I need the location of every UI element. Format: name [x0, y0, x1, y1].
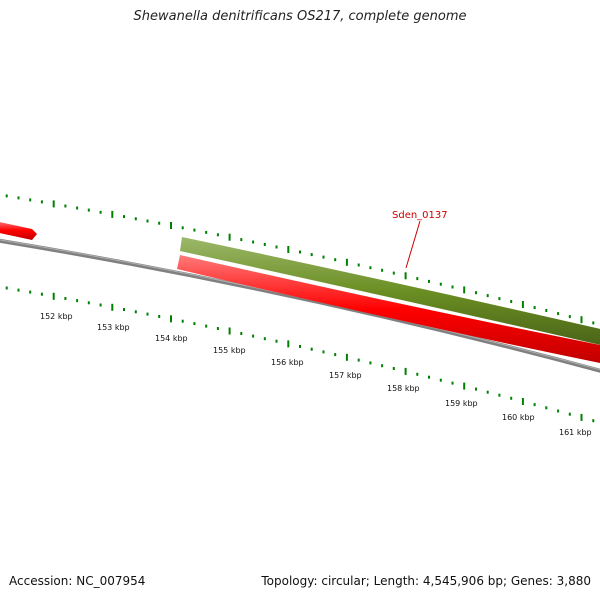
genome-backbone — [0, 238, 600, 373]
kbp-label: 154 kbp — [155, 334, 188, 343]
forward-gene-sden-0137[interactable] — [180, 237, 600, 346]
genome-backbone-highlight — [0, 239, 600, 371]
accession-text: Accession: NC_007954 — [9, 574, 146, 588]
map-title: Shewanella denitrificans OS217, complete… — [133, 9, 467, 24]
kbp-label: 153 kbp — [97, 323, 130, 332]
reverse-gene-arrow[interactable] — [0, 221, 37, 240]
reverse-gene-arrow-main[interactable] — [177, 255, 600, 364]
kbp-label: 161 kbp — [559, 428, 592, 437]
kbp-label: 158 kbp — [387, 384, 420, 393]
kbp-label: 155 kbp — [213, 346, 246, 355]
kbp-label: 152 kbp — [40, 312, 73, 321]
kbp-label: 160 kbp — [502, 413, 535, 422]
kbp-label: 156 kbp — [271, 358, 304, 367]
gene-label-leader — [405, 220, 421, 269]
kbp-label: 159 kbp — [445, 399, 478, 408]
outer-tick-ring — [5, 194, 595, 325]
kbp-label-group: 152 kbp 153 kbp 154 kbp 155 kbp 156 kbp 157 k… — [40, 312, 592, 437]
gene-label-sden-0137[interactable]: Sden_0137 — [392, 210, 448, 221]
kbp-label: 157 kbp — [329, 371, 362, 380]
genome-stats-text: Topology: circular; Length: 4,545,906 bp… — [261, 574, 591, 588]
inner-tick-ring — [5, 286, 595, 423]
